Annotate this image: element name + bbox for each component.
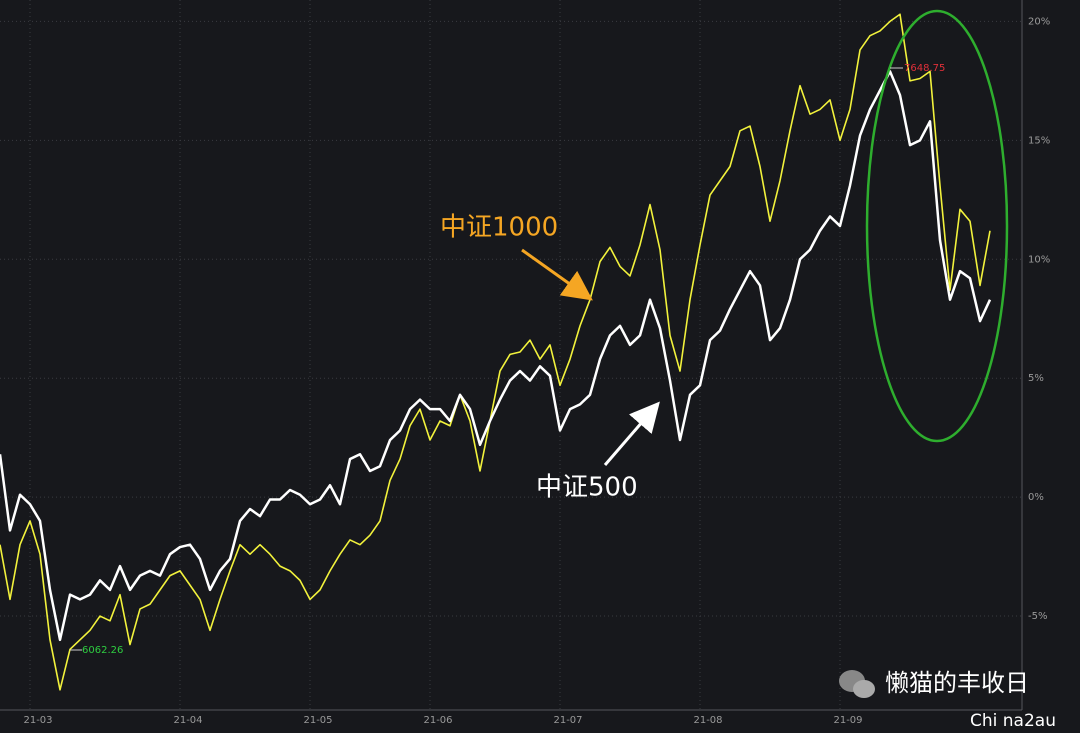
series-line <box>0 13 991 691</box>
x-tick-label: 21-03 <box>23 715 52 726</box>
x-tick-label: 21-09 <box>833 715 862 726</box>
series-label: 中证1000 <box>440 213 558 243</box>
series-line <box>0 70 992 642</box>
y-tick-label: -5% <box>1028 611 1047 622</box>
highlight-ellipse <box>865 9 1009 443</box>
watermark-id: Chi na2au <box>970 711 1056 731</box>
x-tick-label: 21-04 <box>173 715 202 726</box>
max-marker: 7648.75 <box>904 63 945 74</box>
x-tick-label: 21-05 <box>303 715 332 726</box>
min-marker: 6062.26 <box>82 645 123 656</box>
series-label: 中证500 <box>536 473 638 503</box>
x-tick-label: 21-08 <box>693 715 722 726</box>
arrow-1000 <box>521 248 593 301</box>
x-tick-label: 21-07 <box>553 715 582 726</box>
lines <box>0 13 992 691</box>
wechat-icon <box>839 670 875 698</box>
watermark: 懒猫的丰收日 <box>885 669 1029 697</box>
y-tick-label: 5% <box>1028 373 1044 384</box>
x-tick-label: 21-06 <box>423 715 452 726</box>
y-tick-label: 10% <box>1028 254 1050 265</box>
y-tick-label: 15% <box>1028 135 1050 146</box>
y-tick-label: 0% <box>1028 492 1044 503</box>
y-tick-label: 20% <box>1028 16 1050 27</box>
arrow-500 <box>603 401 660 466</box>
